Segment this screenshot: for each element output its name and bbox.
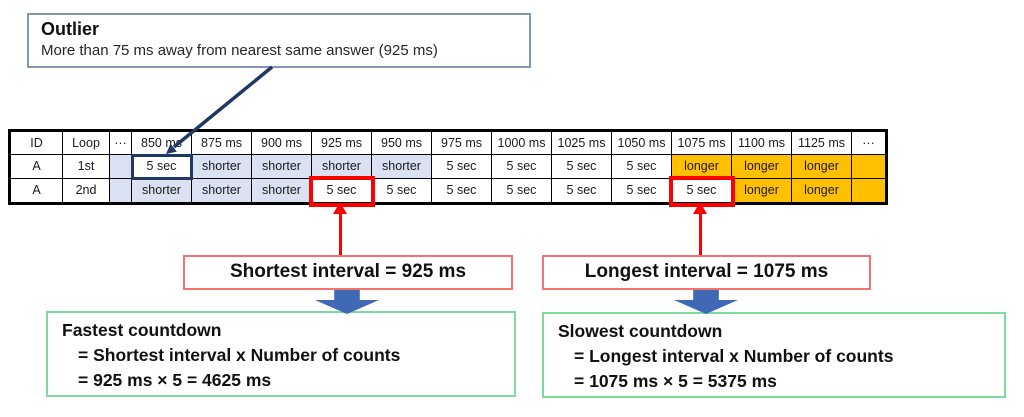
shortest-interval-label: Shortest interval = 925 ms: [183, 255, 513, 290]
table-cell: 5 sec: [371, 178, 432, 204]
table-header-cell: 1025 ms: [551, 130, 612, 155]
table-row: A 2nd shorter shorter shorter 5 sec 5 sec 5 sec…: [9, 175, 887, 207]
table-cell: longer: [791, 154, 852, 179]
fastest-countdown-formula: = Shortest interval x Number of counts: [78, 345, 401, 365]
fastest-countdown-title: Fastest countdown: [62, 320, 222, 340]
arrow-up-icon: [333, 202, 347, 214]
table-cell: shorter: [131, 178, 192, 204]
slowest-countdown-title: Slowest countdown: [558, 321, 723, 341]
table-header-cell: ···: [109, 130, 132, 155]
table-cell: shorter: [191, 178, 252, 204]
slowest-countdown-result: = 1075 ms × 5 = 5375 ms: [574, 371, 777, 391]
arrow-up-icon: [693, 202, 707, 214]
table-header-cell: ID: [9, 130, 63, 155]
table-header-cell: ···: [851, 130, 887, 155]
table-cell: 5 sec: [611, 154, 672, 179]
table-cell: [851, 154, 887, 179]
table-header-cell: 950 ms: [371, 130, 432, 155]
table-header-cell: Loop: [62, 130, 110, 155]
table-cell: [851, 178, 887, 204]
table-cell: 1st: [62, 154, 110, 179]
table-cell: 5 sec: [431, 178, 492, 204]
table-cell: A: [9, 178, 63, 204]
table-header-cell: 875 ms: [191, 130, 252, 155]
table-cell: longer: [731, 154, 792, 179]
table-cell: 2nd: [62, 178, 110, 204]
table-cell: 5 sec: [130, 153, 193, 180]
table-cell: shorter: [371, 154, 432, 179]
table-cell: 5 sec: [611, 178, 672, 204]
arrow-stem: [698, 214, 702, 255]
table-cell: 5 sec: [551, 178, 612, 204]
table-header-cell: 1075 ms: [671, 130, 732, 155]
arrow-down-icon: [674, 289, 738, 314]
fastest-countdown-result: = 925 ms × 5 = 4625 ms: [78, 370, 272, 390]
table-cell: 5 sec: [491, 154, 552, 179]
table-cell: shorter: [191, 154, 252, 179]
slowest-countdown-box: Slowest countdown = Longest interval x N…: [542, 312, 1006, 398]
table-cell: longer: [791, 178, 852, 204]
table-cell: shorter: [311, 154, 372, 179]
fastest-countdown-box: Fastest countdown = Shortest interval x …: [46, 311, 516, 397]
table-header-row: ID Loop ··· 850 ms 875 ms 900 ms 925 ms 950 ms 9…: [9, 130, 887, 155]
outlier-title: Outlier: [41, 19, 100, 39]
table-cell: A: [9, 154, 63, 179]
table-row: A 1st 5 sec shorter shorter shorter shorter 5 s…: [9, 153, 887, 180]
outlier-description: More than 75 ms away from nearest same a…: [41, 42, 438, 59]
table-cell: longer: [671, 154, 732, 179]
table-header-cell: 1000 ms: [491, 130, 552, 155]
table-cell: [109, 154, 132, 179]
table-header-cell: 1125 ms: [791, 130, 852, 155]
shortest-interval-arrow: [333, 202, 347, 255]
table-cell: shorter: [251, 154, 312, 179]
table-header-cell: 1100 ms: [731, 130, 792, 155]
interval-table: ID Loop ··· 850 ms 875 ms 900 ms 925 ms 950 ms 9…: [8, 129, 888, 207]
table-header-cell: 975 ms: [431, 130, 492, 155]
slowest-countdown-formula: = Longest interval x Number of counts: [574, 346, 894, 366]
table-cell: shorter: [251, 178, 312, 204]
longest-interval-arrow: [693, 202, 707, 255]
table-cell: 5 sec: [431, 154, 492, 179]
table-header-cell: 1050 ms: [611, 130, 672, 155]
arrow-stem: [338, 214, 342, 255]
table-cell: 5 sec: [491, 178, 552, 204]
table-cell: [109, 178, 132, 204]
table-cell: 5 sec: [551, 154, 612, 179]
table-cell: longer: [731, 178, 792, 204]
table-cell: 5 sec: [668, 175, 735, 207]
outlier-callout: Outlier More than 75 ms away from neares…: [27, 13, 531, 68]
table-header-cell: 900 ms: [251, 130, 312, 155]
table-header-cell: 925 ms: [311, 130, 372, 155]
table-header-cell: 850 ms: [131, 130, 192, 155]
table-cell: 5 sec: [308, 175, 375, 207]
longest-interval-label: Longest interval = 1075 ms: [542, 255, 871, 290]
